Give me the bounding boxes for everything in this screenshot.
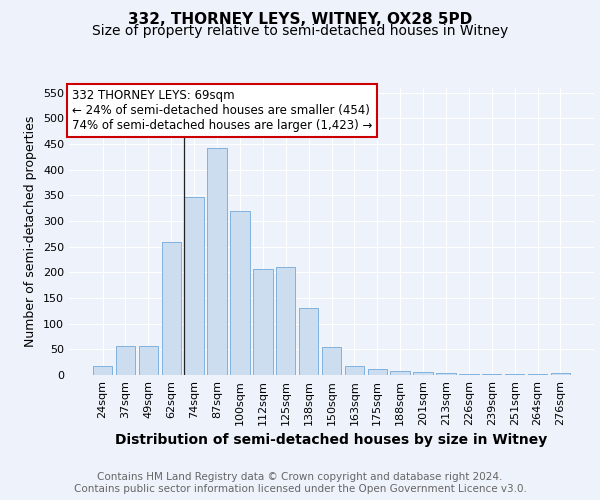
Text: 332 THORNEY LEYS: 69sqm
← 24% of semi-detached houses are smaller (454)
74% of s: 332 THORNEY LEYS: 69sqm ← 24% of semi-de… [71,89,372,132]
Bar [459,374,479,375]
Bar [299,308,319,375]
Bar [208,148,227,375]
X-axis label: Distribution of semi-detached houses by size in Witney: Distribution of semi-detached houses by … [115,433,548,447]
Bar [528,374,547,375]
Text: Size of property relative to semi-detached houses in Witney: Size of property relative to semi-detach… [92,24,508,38]
Bar [276,267,295,375]
Text: 332, THORNEY LEYS, WITNEY, OX28 5PD: 332, THORNEY LEYS, WITNEY, OX28 5PD [128,12,472,28]
Bar [139,346,158,375]
Bar [322,347,341,375]
Bar [391,371,410,375]
Bar [184,197,204,375]
Bar [253,268,272,375]
Bar [413,372,433,375]
Bar [344,366,364,375]
Text: Contains HM Land Registry data © Crown copyright and database right 2024.
Contai: Contains HM Land Registry data © Crown c… [74,472,526,494]
Bar [161,242,181,375]
Bar [230,210,250,375]
Bar [116,346,135,375]
Bar [436,374,455,375]
Bar [482,374,502,375]
Y-axis label: Number of semi-detached properties: Number of semi-detached properties [25,116,37,347]
Bar [368,369,387,375]
Bar [551,373,570,375]
Bar [93,366,112,375]
Bar [505,374,524,375]
